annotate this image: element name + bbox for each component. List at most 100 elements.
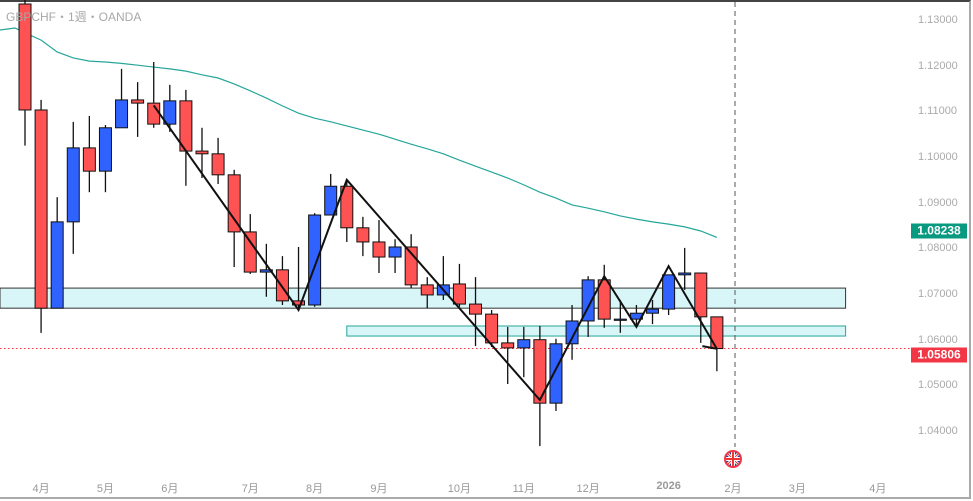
candle xyxy=(179,89,193,186)
time-tick: 2026 xyxy=(656,480,681,492)
candle-body xyxy=(388,246,402,258)
zigzag-line xyxy=(152,104,718,402)
candle xyxy=(147,62,161,128)
candle-body xyxy=(340,185,354,229)
candle xyxy=(50,197,64,309)
candle xyxy=(259,243,273,297)
candle-body xyxy=(66,147,80,223)
candle xyxy=(308,213,322,307)
candle xyxy=(18,0,32,146)
candle-body xyxy=(82,147,96,172)
time-tick: 7月 xyxy=(241,483,259,495)
candle xyxy=(340,179,354,242)
candle-body xyxy=(452,283,466,305)
candle xyxy=(34,99,48,333)
ma-price-label: 1.08238 xyxy=(911,223,967,239)
candle xyxy=(420,277,434,309)
candle-body xyxy=(308,214,322,306)
candle xyxy=(613,299,627,333)
candle-body xyxy=(533,339,547,404)
candle xyxy=(694,272,708,343)
candle xyxy=(485,310,499,347)
candle-body xyxy=(211,153,225,176)
candle-body xyxy=(710,316,724,350)
candle-body xyxy=(259,269,273,273)
candle xyxy=(388,239,402,274)
time-tick: 12月 xyxy=(576,483,600,495)
support-zone-1 xyxy=(346,325,847,337)
candle-body xyxy=(485,313,499,344)
zigzag-tail xyxy=(702,345,718,350)
candle xyxy=(115,68,129,129)
candle xyxy=(565,304,579,360)
candle-body xyxy=(275,269,289,302)
candle xyxy=(356,216,370,257)
candle xyxy=(710,316,724,372)
candle xyxy=(646,299,660,325)
candle xyxy=(469,277,483,347)
candle xyxy=(163,84,177,132)
candle xyxy=(404,234,418,289)
price-tick: 1.05000 xyxy=(918,379,958,392)
symbol-title: GBPCHF・1週・OANDA xyxy=(6,10,142,24)
candle xyxy=(517,326,531,378)
candle-body xyxy=(131,99,145,104)
candle xyxy=(372,220,386,274)
candle-body xyxy=(195,150,209,155)
candle-body xyxy=(243,231,257,273)
candle-body xyxy=(597,279,611,320)
price-tick: 1.07000 xyxy=(918,288,958,301)
time-tick: 4月 xyxy=(869,483,887,495)
price-tick: 1.09000 xyxy=(918,196,958,209)
candle xyxy=(324,173,338,216)
candle-body xyxy=(324,185,338,216)
moving-average-line xyxy=(0,27,718,239)
time-tick: 3月 xyxy=(788,483,806,495)
candle-body xyxy=(613,318,627,321)
candle-body xyxy=(227,174,241,233)
candle xyxy=(243,214,257,274)
candle-body xyxy=(98,127,112,172)
candle xyxy=(195,127,209,179)
candle xyxy=(211,137,225,184)
time-tick: 2月 xyxy=(724,483,742,495)
candle xyxy=(662,274,676,316)
time-tick: 8月 xyxy=(306,483,324,495)
candle xyxy=(549,338,563,411)
candle xyxy=(452,263,466,307)
candle-body xyxy=(356,227,370,243)
candle xyxy=(131,82,145,137)
candle xyxy=(597,264,611,328)
candle-body xyxy=(581,279,595,322)
candle-body xyxy=(469,303,483,315)
uk-flag-event-icon[interactable] xyxy=(724,450,742,468)
price-tick: 1.11000 xyxy=(918,105,957,118)
price-tick: 1.12000 xyxy=(918,59,958,72)
candle xyxy=(678,247,692,290)
candle-body xyxy=(646,308,660,314)
candle-body xyxy=(163,100,177,125)
time-tick: 9月 xyxy=(370,483,388,495)
price-tick: 1.04000 xyxy=(918,425,958,438)
candle-body xyxy=(18,3,32,111)
price-tick: 1.10000 xyxy=(918,151,958,163)
candle-body xyxy=(372,241,386,258)
candle-body xyxy=(501,342,515,349)
time-tick: 11月 xyxy=(512,483,535,495)
price-tick: 1.13000 xyxy=(918,14,958,26)
candle xyxy=(98,125,112,193)
time-tick: 6月 xyxy=(161,483,179,495)
candle-body xyxy=(115,99,129,129)
price-tick: 1.06000 xyxy=(918,333,958,346)
candle xyxy=(533,325,547,447)
candle-body xyxy=(694,272,708,318)
time-tick: 10月 xyxy=(447,483,472,495)
candle xyxy=(66,121,80,254)
price-tick: 1.08000 xyxy=(918,242,958,255)
candle-body xyxy=(565,320,579,345)
candle-body xyxy=(420,284,434,296)
candle xyxy=(581,276,595,337)
time-tick: 5月 xyxy=(96,483,114,495)
